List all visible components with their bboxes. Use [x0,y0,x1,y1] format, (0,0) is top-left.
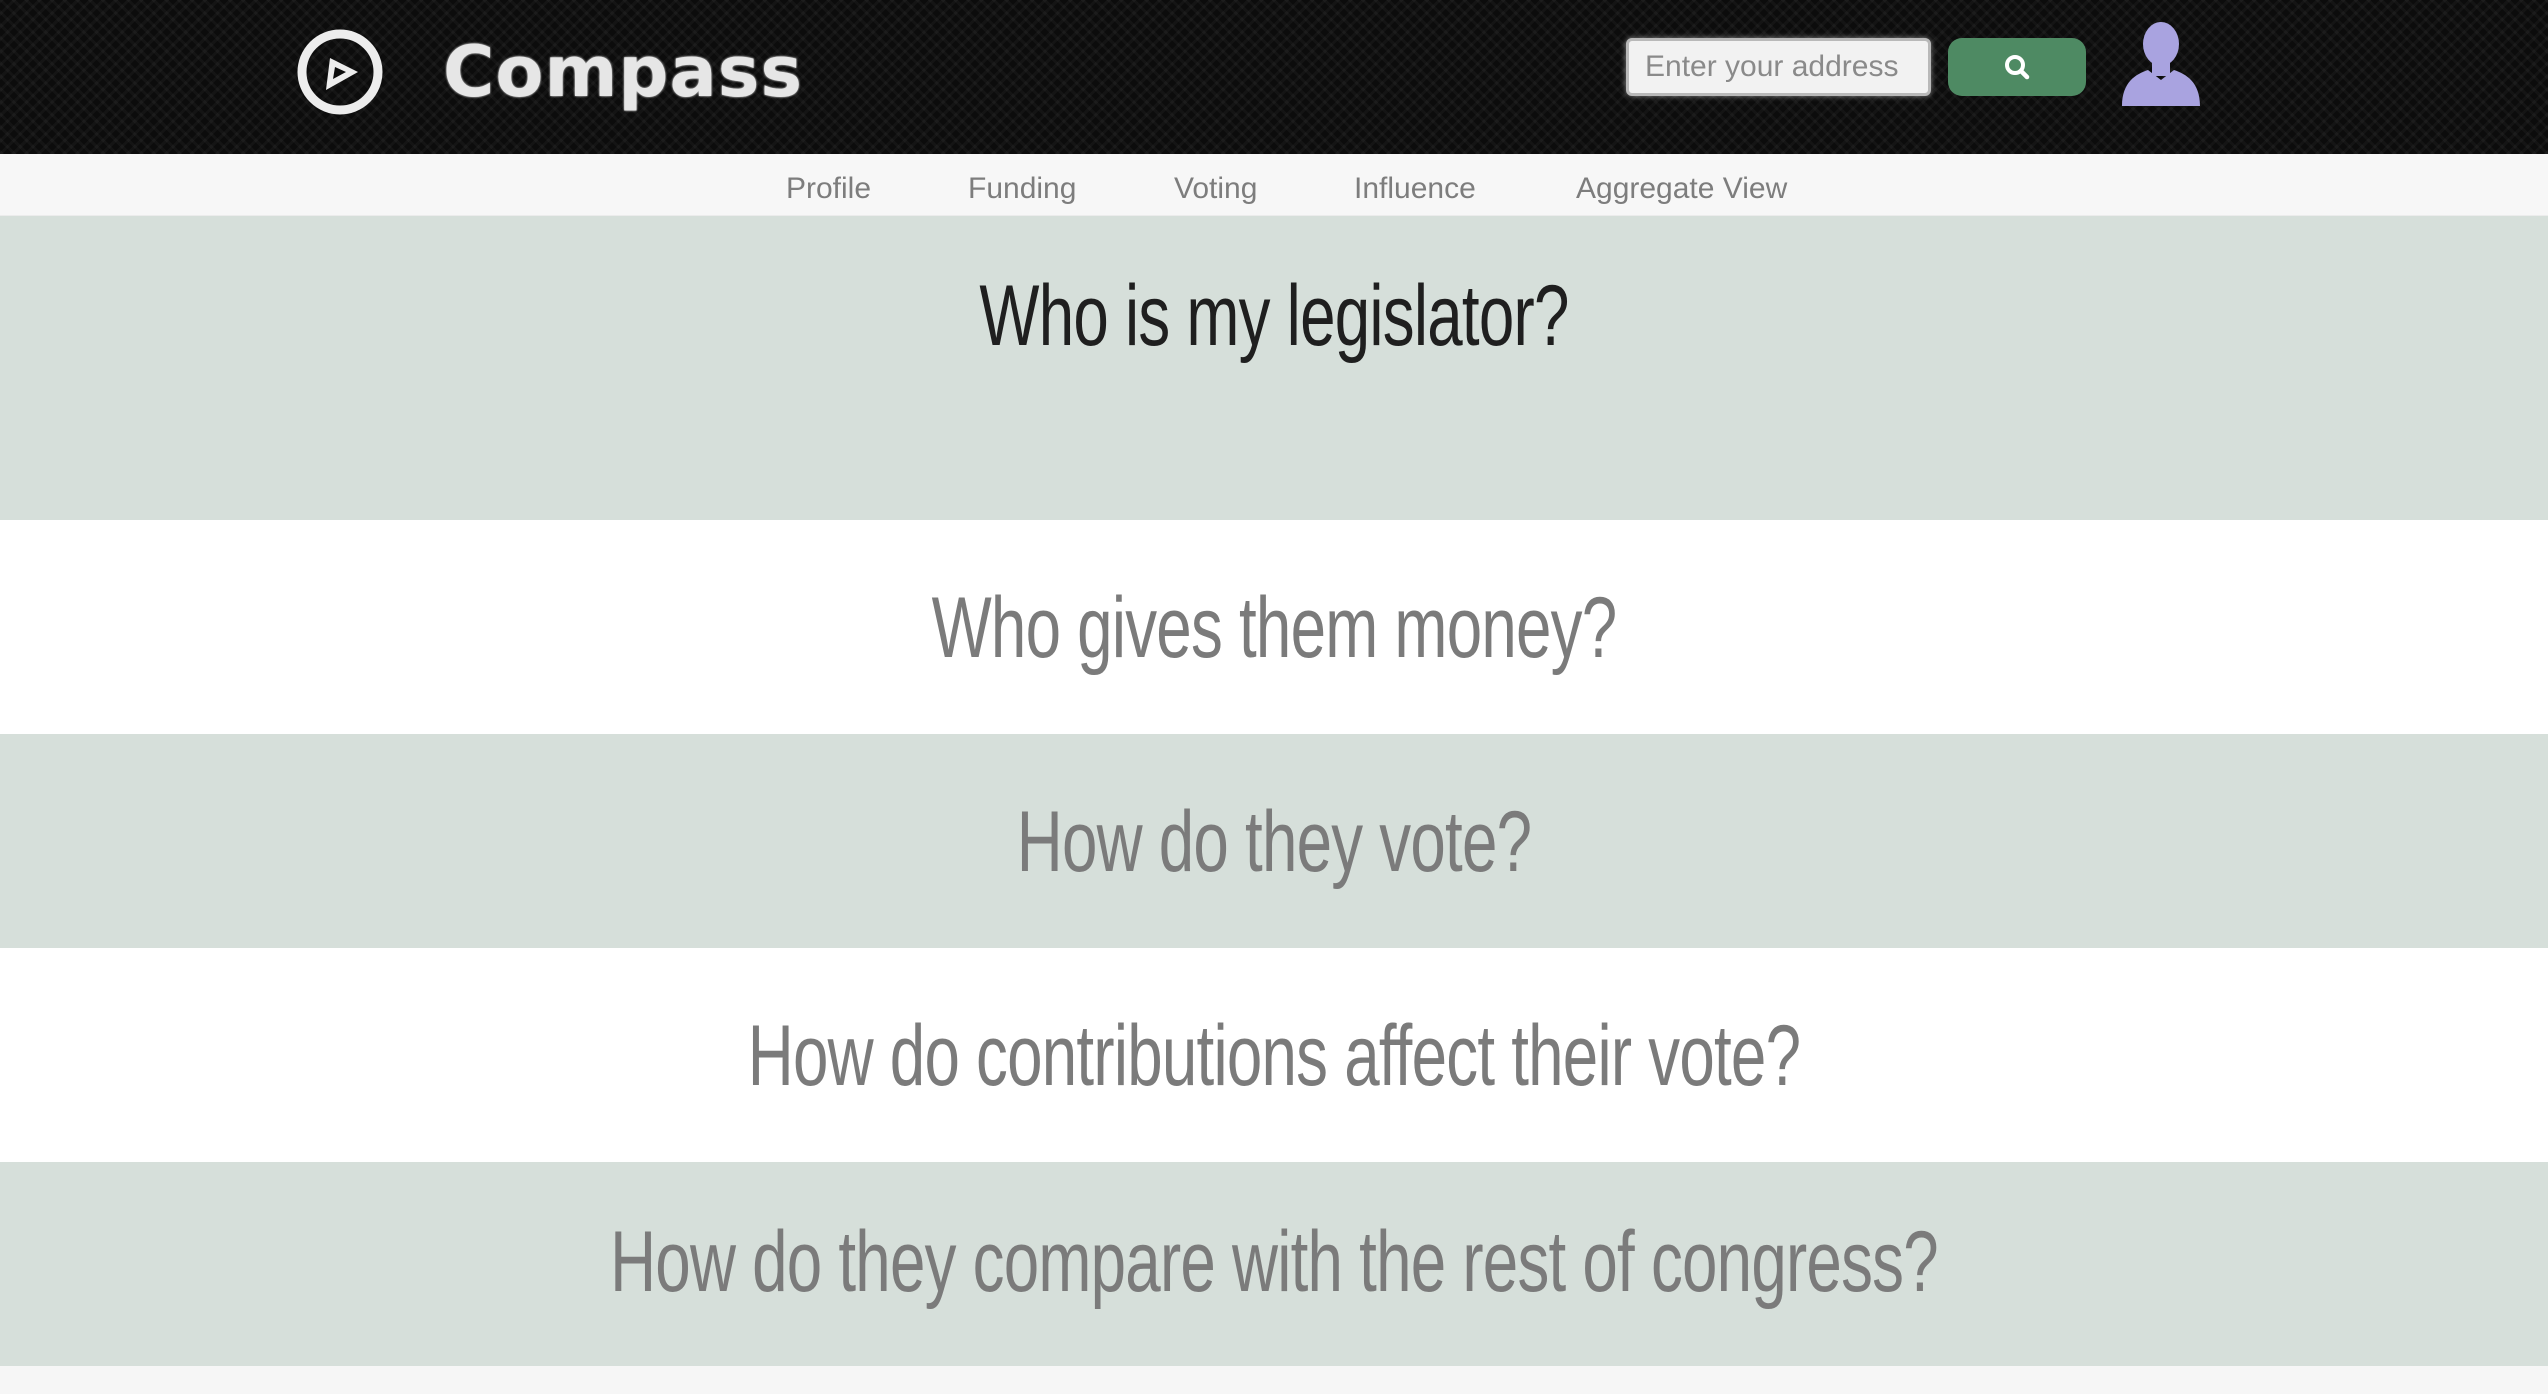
nav-item-influence[interactable]: Influence [1354,172,1476,205]
section-influence[interactable]: How do contributions affect their vote? [0,948,2548,1162]
section-nav: Profile Funding Voting Influence Aggrega… [0,154,2548,216]
user-avatar-icon[interactable] [2118,20,2204,106]
nav-item-funding[interactable]: Funding [968,172,1077,205]
section-aggregate[interactable]: How do they compare with the rest of con… [0,1162,2548,1366]
section-question: Who is my legislator? [979,268,1569,364]
search-button[interactable] [1948,38,2086,96]
section-question: Who gives them money? [931,580,1618,676]
compass-logo-icon[interactable] [296,28,384,116]
nav-item-profile[interactable]: Profile [786,172,872,205]
search-icon [2005,55,2030,80]
section-funding[interactable]: Who gives them money? [0,520,2548,734]
nav-item-aggregate-view[interactable]: Aggregate View [1576,172,1788,205]
section-question: How do they vote? [1016,794,1532,890]
section-voting[interactable]: How do they vote? [0,734,2548,948]
top-header: Compass [0,0,2548,154]
page-footer-strip [0,1366,2548,1394]
section-question: How do contributions affect their vote? [747,1008,1801,1104]
address-search-input[interactable] [1626,38,1931,96]
brand-name[interactable]: Compass [443,31,804,113]
section-question: How do they compare with the rest of con… [610,1214,1939,1310]
nav-item-voting[interactable]: Voting [1174,172,1258,205]
section-legislator[interactable]: Who is my legislator? [0,216,2548,520]
